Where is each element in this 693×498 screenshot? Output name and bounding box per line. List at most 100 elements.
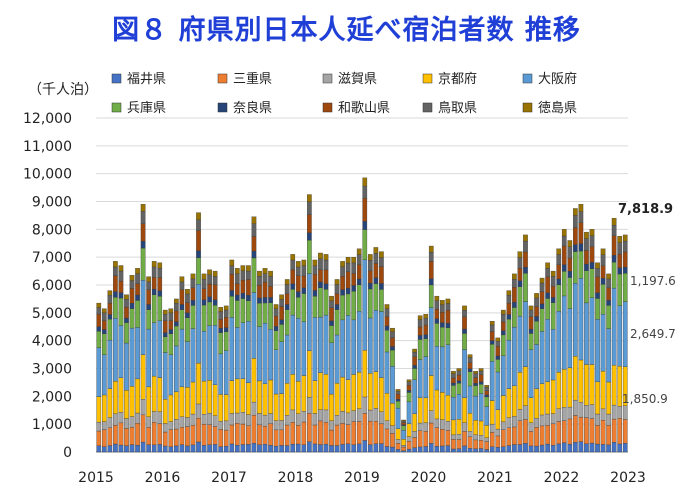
bar-segment: [440, 392, 445, 420]
bar-segment: [428, 307, 434, 376]
bar-segment: [323, 409, 329, 423]
bar-segment: [489, 432, 495, 447]
bar-segment: [428, 245, 434, 253]
bar-segment: [279, 420, 284, 431]
bar-segment: [234, 300, 240, 328]
bar-segment: [589, 364, 595, 405]
bar-segment: [428, 443, 434, 453]
bar-segment: [284, 293, 290, 305]
bar-segment: [345, 287, 351, 295]
bar-segment: [539, 383, 545, 416]
bar-segment: [257, 326, 262, 382]
bar-segment: [295, 297, 301, 319]
bar-segment: [478, 374, 484, 382]
bar-segment: [528, 349, 534, 398]
bar-segment: [428, 422, 434, 444]
bar-segment: [473, 373, 478, 378]
bar-segment: [246, 321, 251, 383]
bar-segment: [118, 292, 124, 299]
bar-segment: [196, 362, 201, 405]
bar-segment: [290, 374, 296, 411]
bar-segment: [573, 227, 578, 245]
bar-segment: [561, 420, 567, 443]
bar-segment: [362, 259, 368, 351]
bar-segment: [113, 413, 118, 426]
bar-segment: [611, 364, 617, 406]
bar-segment: [329, 445, 334, 453]
bar-segment: [140, 399, 146, 416]
bar-segment: [506, 445, 512, 453]
bar-segment: [318, 316, 323, 373]
bar-segment: [135, 268, 140, 274]
bar-segment: [246, 265, 251, 272]
bar-segment: [611, 218, 617, 226]
bar-segment: [584, 405, 589, 418]
bar-segment: [462, 445, 467, 453]
bar-segment: [362, 185, 368, 199]
bar-segment: [445, 445, 451, 453]
bar-segment: [157, 411, 163, 424]
bar-segment: [390, 403, 395, 426]
bar-segment: [401, 425, 406, 431]
bar-segment: [484, 449, 490, 453]
bar-segment: [545, 268, 550, 278]
bar-segment: [395, 391, 401, 395]
bar-segment: [539, 308, 545, 332]
bar-segment: [223, 420, 229, 431]
bar-segment: [384, 325, 390, 331]
bar-segment: [489, 321, 495, 326]
bar-segment: [118, 270, 124, 282]
bar-segment: [428, 284, 434, 308]
bar-segment: [622, 234, 628, 242]
bar-segment: [201, 273, 207, 280]
bar-segment: [473, 448, 478, 453]
bar-segment: [190, 273, 196, 280]
bar-segment: [240, 444, 246, 453]
bar-segment: [323, 314, 329, 375]
bar-segment: [190, 300, 196, 306]
bar-segment: [539, 425, 545, 446]
bar-segment: [146, 427, 151, 445]
bar-segment: [395, 443, 401, 450]
bar-segment: [307, 194, 312, 203]
bar-segment: [179, 281, 185, 290]
bar-segment: [406, 392, 412, 403]
bar-segment: [179, 289, 185, 305]
data-label: 2,649.7: [630, 327, 676, 341]
bar-segment: [307, 273, 312, 351]
bar-segment: [284, 445, 290, 453]
bar-segment: [118, 265, 124, 272]
bar-segment: [129, 416, 135, 428]
bar-segment: [218, 394, 224, 422]
bar-segment: [151, 261, 157, 268]
bar-segment: [356, 421, 362, 445]
bar-segment: [550, 379, 556, 414]
bar-segment: [506, 318, 512, 341]
bar-segment: [223, 309, 229, 318]
bar-segment: [445, 327, 451, 345]
bar-segment: [523, 301, 528, 367]
bar-segment: [185, 312, 190, 318]
bar-segment: [412, 348, 417, 353]
bar-segment: [312, 443, 318, 453]
bar-segment: [218, 353, 224, 395]
bar-segment: [367, 373, 373, 411]
bar-segment: [440, 312, 445, 324]
bar-segment: [500, 446, 506, 453]
bar-segment: [124, 299, 129, 308]
bar-segment: [606, 328, 611, 383]
bar-segment: [174, 345, 179, 393]
bar-segment: [207, 412, 212, 425]
bar-segment: [251, 250, 257, 259]
bar-segment: [113, 275, 118, 292]
bar-segment: [168, 446, 174, 453]
bar-segment: [445, 394, 451, 422]
bar-segment: [473, 395, 478, 421]
bar-segment: [312, 380, 318, 414]
bar-segment: [246, 382, 251, 415]
bar-segment: [151, 266, 157, 278]
bar-segment: [246, 425, 251, 445]
bar-segment: [201, 331, 207, 382]
bar-segment: [600, 420, 606, 445]
bar-segment: [340, 294, 345, 321]
